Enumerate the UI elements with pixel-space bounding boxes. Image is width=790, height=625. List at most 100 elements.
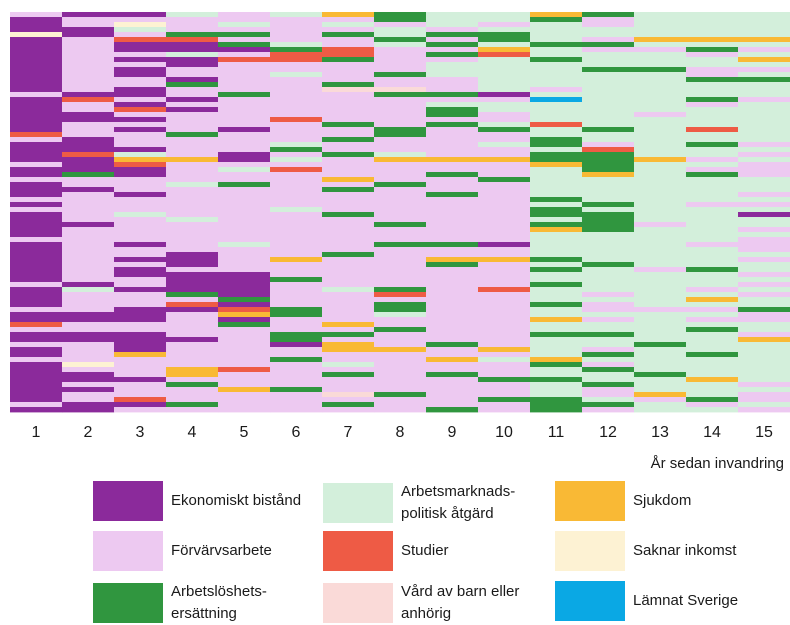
heatmap-cell bbox=[426, 92, 479, 98]
heatmap-cell bbox=[426, 392, 479, 398]
heatmap-cell bbox=[686, 297, 739, 303]
heatmap-cell bbox=[738, 42, 790, 48]
heatmap-cell bbox=[114, 217, 167, 223]
heatmap-cell bbox=[738, 77, 790, 83]
heatmap-cell bbox=[478, 32, 531, 38]
heatmap-cell bbox=[530, 307, 583, 313]
heatmap-cell bbox=[426, 212, 479, 218]
heatmap-cell bbox=[114, 32, 167, 38]
heatmap-cell bbox=[426, 317, 479, 323]
heatmap-cell bbox=[166, 102, 219, 108]
heatmap-cell bbox=[114, 57, 167, 63]
heatmap-cell bbox=[322, 52, 375, 58]
heatmap-cell bbox=[374, 37, 427, 43]
heatmap-cell bbox=[166, 37, 219, 43]
heatmap-cell bbox=[166, 197, 219, 203]
heatmap-cell bbox=[686, 107, 739, 113]
heatmap-cell bbox=[478, 142, 531, 148]
heatmap-cell bbox=[218, 42, 271, 48]
heatmap-cell bbox=[426, 277, 479, 283]
heatmap-cell bbox=[374, 352, 427, 358]
heatmap-cell bbox=[114, 377, 167, 383]
heatmap-cell bbox=[686, 212, 739, 218]
heatmap-cell bbox=[634, 57, 687, 63]
heatmap-cell bbox=[478, 47, 531, 53]
heatmap-cell bbox=[530, 82, 583, 88]
heatmap-cell bbox=[10, 37, 63, 43]
heatmap-cell bbox=[114, 152, 167, 158]
heatmap-cell bbox=[166, 272, 219, 278]
heatmap-cell bbox=[218, 237, 271, 243]
heatmap-cell bbox=[62, 52, 115, 58]
heatmap-cell bbox=[62, 287, 115, 293]
heatmap-cell bbox=[530, 207, 583, 213]
heatmap-cell bbox=[530, 187, 583, 193]
heatmap-cell bbox=[10, 192, 63, 198]
heatmap-cell bbox=[62, 42, 115, 48]
heatmap-cell bbox=[634, 282, 687, 288]
heatmap-cell bbox=[738, 92, 790, 98]
heatmap-cell bbox=[530, 322, 583, 328]
heatmap-cell bbox=[478, 132, 531, 138]
heatmap-cell bbox=[426, 87, 479, 93]
heatmap-cell bbox=[270, 327, 323, 333]
heatmap-cell bbox=[322, 377, 375, 383]
heatmap-cell bbox=[478, 287, 531, 293]
heatmap-cell bbox=[114, 252, 167, 258]
heatmap-cell bbox=[530, 67, 583, 73]
heatmap-cell bbox=[686, 262, 739, 268]
heatmap-cell bbox=[478, 37, 531, 43]
heatmap-cell bbox=[634, 377, 687, 383]
heatmap-cell bbox=[686, 217, 739, 223]
heatmap-cell bbox=[582, 217, 635, 223]
heatmap-cell bbox=[218, 152, 271, 158]
heatmap-cell bbox=[374, 22, 427, 28]
heatmap-cell bbox=[374, 362, 427, 368]
heatmap-cell bbox=[374, 257, 427, 263]
heatmap-cell bbox=[686, 377, 739, 383]
heatmap-cell bbox=[114, 397, 167, 403]
heatmap-cell bbox=[10, 157, 63, 163]
heatmap-cell bbox=[686, 402, 739, 408]
heatmap-cell bbox=[10, 152, 63, 158]
heatmap-cell bbox=[10, 232, 63, 238]
heatmap-cell bbox=[270, 217, 323, 223]
heatmap-cell bbox=[270, 227, 323, 233]
x-tick-label: 3 bbox=[136, 424, 145, 441]
heatmap-cell bbox=[478, 82, 531, 88]
heatmap-cell bbox=[62, 197, 115, 203]
heatmap-cell bbox=[374, 57, 427, 63]
heatmap-cell bbox=[582, 92, 635, 98]
heatmap-cell bbox=[10, 62, 63, 68]
heatmap-cell bbox=[166, 132, 219, 138]
heatmap-cell bbox=[114, 147, 167, 153]
heatmap-cell bbox=[62, 362, 115, 368]
heatmap-cell bbox=[114, 127, 167, 133]
heatmap-cell bbox=[426, 177, 479, 183]
heatmap-cell bbox=[62, 407, 115, 413]
heatmap-cell bbox=[582, 57, 635, 63]
heatmap-cell bbox=[114, 22, 167, 28]
heatmap-cell bbox=[270, 57, 323, 63]
heatmap-cell bbox=[582, 182, 635, 188]
heatmap-cell bbox=[426, 97, 479, 103]
heatmap-cell bbox=[478, 382, 531, 388]
heatmap-cell bbox=[218, 192, 271, 198]
heatmap-cell bbox=[62, 297, 115, 303]
heatmap-cell bbox=[426, 217, 479, 223]
heatmap-cell bbox=[478, 67, 531, 73]
heatmap-cell bbox=[426, 362, 479, 368]
heatmap-cell bbox=[322, 187, 375, 193]
heatmap-cell bbox=[62, 27, 115, 33]
heatmap-cell bbox=[166, 262, 219, 268]
heatmap-cell bbox=[634, 327, 687, 333]
heatmap-cell bbox=[270, 47, 323, 53]
heatmap-cell bbox=[374, 77, 427, 83]
heatmap-cell bbox=[62, 382, 115, 388]
heatmap-cell bbox=[62, 72, 115, 78]
heatmap-cell bbox=[114, 77, 167, 83]
heatmap-cell bbox=[738, 62, 790, 68]
heatmap-cell bbox=[686, 182, 739, 188]
heatmap-cell bbox=[530, 217, 583, 223]
heatmap-cell bbox=[738, 257, 790, 263]
